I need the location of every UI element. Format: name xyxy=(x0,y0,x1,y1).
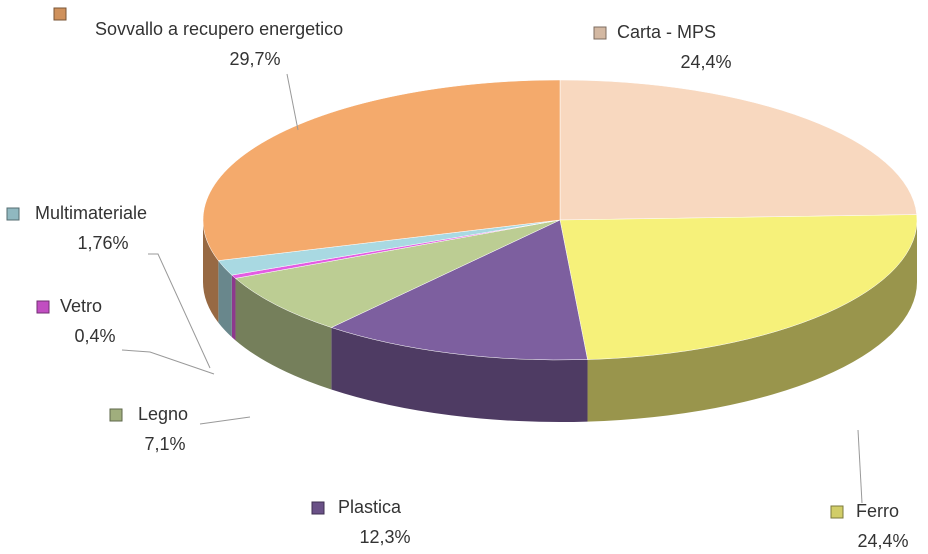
legend-marker xyxy=(593,26,607,40)
value-label: 24,4% xyxy=(857,531,908,551)
legend-marker xyxy=(53,7,67,21)
category-label: Ferro xyxy=(856,501,899,521)
leader-line xyxy=(121,349,215,375)
value-label: 0,4% xyxy=(74,326,115,346)
leader-line xyxy=(286,73,299,131)
slice-side xyxy=(587,220,918,422)
value-label: 24,4% xyxy=(680,52,731,72)
slice xyxy=(234,219,561,328)
leader-line xyxy=(148,253,211,369)
category-label: Legno xyxy=(138,404,188,424)
category-label: Multimateriale xyxy=(35,203,147,223)
category-label: Sovvallo a recupero energetico xyxy=(95,19,343,39)
slice-side xyxy=(331,327,588,422)
value-label: 1,76% xyxy=(77,233,128,253)
slice xyxy=(559,79,918,221)
category-label: Vetro xyxy=(60,296,102,316)
slice-side xyxy=(203,220,219,323)
slice-side xyxy=(231,275,236,341)
legend-marker xyxy=(830,505,844,519)
category-label: Plastica xyxy=(338,497,402,517)
legend-marker xyxy=(6,207,20,221)
value-label: 29,7% xyxy=(229,49,280,69)
leader-line xyxy=(199,416,251,425)
category-label: Carta - MPS xyxy=(617,22,716,42)
leader-line xyxy=(857,429,863,504)
legend-marker xyxy=(36,300,50,314)
value-label: 12,3% xyxy=(359,527,410,547)
legend-marker xyxy=(109,408,123,422)
slice xyxy=(330,219,588,361)
slice xyxy=(202,79,561,261)
slice-side xyxy=(235,278,332,390)
value-label: 7,1% xyxy=(144,434,185,454)
slice xyxy=(559,214,918,360)
slice-side xyxy=(218,260,232,338)
legend-marker xyxy=(311,501,325,515)
